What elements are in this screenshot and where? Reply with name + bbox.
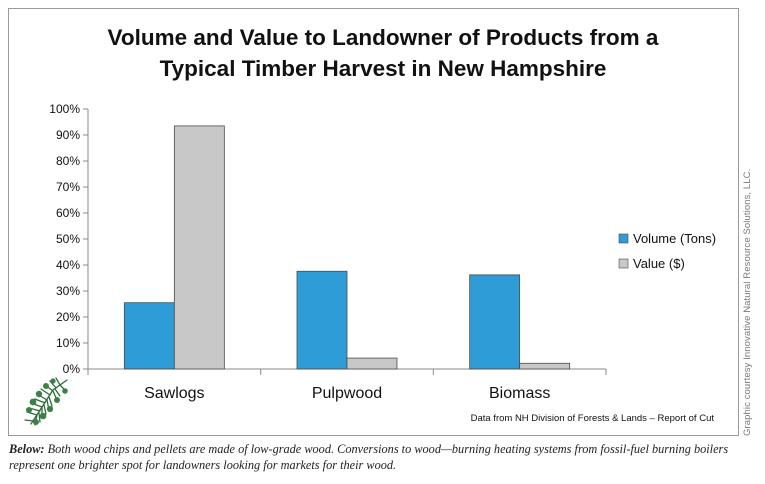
chart-title-line-2: Typical Timber Harvest in New Hampshire (160, 56, 607, 81)
bar-value-sawlogs (173, 125, 225, 370)
y-tick-label: 70% (56, 180, 80, 194)
legend-label: Value ($) (633, 256, 685, 271)
y-tick-label: 60% (56, 206, 80, 220)
caption-lead: Below: (9, 442, 45, 456)
chart-title-line-1: Volume and Value to Landowner of Product… (108, 25, 659, 50)
y-tick-label: 0% (63, 362, 81, 376)
y-tick-label: 10% (56, 336, 80, 350)
source-note: Data from NH Division of Forests & Lands… (471, 413, 715, 424)
bar-chart: Volume and Value to Landowner of Product… (24, 25, 716, 426)
y-tick-label: 40% (56, 258, 80, 272)
legend-label: Volume (Tons) (633, 231, 716, 246)
y-tick-label: 90% (56, 128, 80, 142)
figure-caption: Below: Both wood chips and pellets are m… (9, 441, 729, 473)
bar-volume-sawlogs (123, 302, 175, 370)
x-category-label: Pulpwood (312, 385, 382, 402)
y-axis: 0% 10% 20% 30% 40% 50% 60% 70% 80% 90% 100% (49, 102, 89, 376)
bars (123, 125, 571, 370)
x-category-label: Biomass (489, 385, 550, 402)
caption-text: Both wood chips and pellets are made of … (9, 442, 729, 472)
bar-volume-pulpwood (296, 270, 348, 370)
y-tick-label: 20% (56, 310, 80, 324)
x-category-label: Sawlogs (144, 385, 204, 402)
y-tick-label: 30% (56, 284, 80, 298)
bar-value-pulpwood (346, 357, 398, 370)
bar-value-biomass (519, 362, 571, 370)
legend-swatch (618, 233, 629, 244)
y-tick-label: 100% (49, 102, 80, 116)
y-tick-label: 80% (56, 154, 80, 168)
x-axis: Sawlogs Pulpwood Biomass (87, 368, 607, 402)
image-credit: Graphic courtesy Innovative Natural Reso… (742, 168, 753, 436)
bar-volume-biomass (469, 274, 521, 370)
legend: Volume (Tons) Value ($) (618, 231, 716, 271)
y-tick-label: 50% (56, 232, 80, 246)
legend-swatch (618, 258, 629, 269)
chart-frame: Volume and Value to Landowner of Product… (8, 8, 739, 436)
pine-branch-icon (24, 377, 68, 426)
